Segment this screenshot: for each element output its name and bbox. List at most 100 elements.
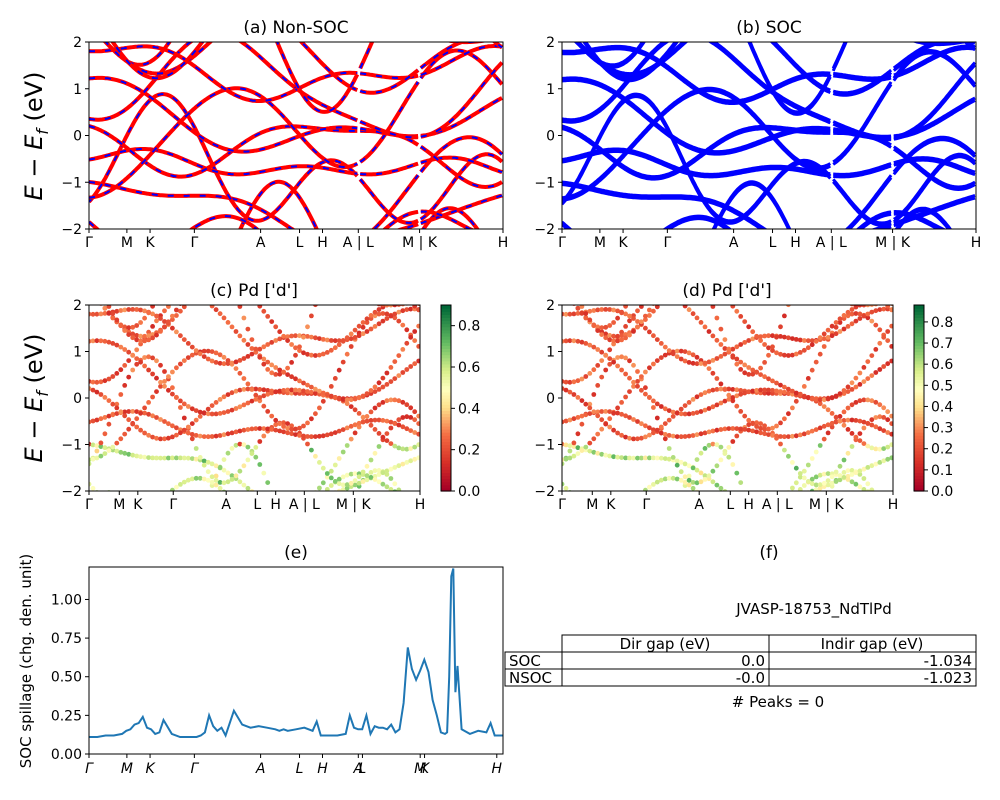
projection-dot bbox=[793, 480, 799, 486]
projection-dot bbox=[730, 354, 736, 360]
band-line bbox=[89, 42, 358, 122]
projection-dot bbox=[118, 409, 124, 415]
colorbar-segment bbox=[441, 475, 451, 480]
projection-dot bbox=[189, 344, 195, 350]
projection-dot bbox=[356, 480, 362, 486]
colorbar-segment bbox=[914, 329, 924, 334]
x-tick-label: A | L bbox=[816, 235, 847, 251]
projection-dot bbox=[193, 408, 199, 413]
projection-dot bbox=[698, 450, 704, 456]
colorbar-tick-label: 0.8 bbox=[458, 319, 480, 335]
projection-dot bbox=[686, 473, 692, 479]
projection-dot bbox=[221, 361, 227, 367]
projection-dot bbox=[118, 308, 124, 313]
table-row-soc-indir: -1.034 bbox=[924, 652, 972, 670]
projection-dot bbox=[380, 375, 386, 381]
spillage-ylabel: SOC spillage (chg. den. unit) bbox=[17, 554, 35, 769]
colorbar-segment bbox=[441, 388, 451, 393]
projection-dot bbox=[150, 324, 156, 329]
colorbar-segment bbox=[441, 376, 451, 380]
projection-dot bbox=[647, 329, 652, 335]
projection-dot bbox=[245, 326, 251, 332]
projection-dot bbox=[706, 388, 712, 394]
projection-dot bbox=[647, 432, 652, 438]
x-tick-label: A | L bbox=[762, 497, 793, 513]
projection-dot bbox=[376, 444, 382, 449]
colorbar-segment bbox=[914, 367, 924, 371]
material-id: JVASP-18753_NdTlPd bbox=[735, 600, 892, 619]
projection-dot bbox=[805, 479, 811, 484]
projection-dot bbox=[742, 390, 748, 396]
projection-dot bbox=[825, 430, 831, 436]
band-line bbox=[89, 87, 358, 199]
projection-dot bbox=[639, 305, 644, 309]
projection-dot bbox=[690, 433, 696, 438]
projection-dot bbox=[603, 335, 609, 341]
projection-dot bbox=[591, 308, 597, 313]
colorbar-segment bbox=[441, 404, 451, 408]
projection-dot bbox=[320, 398, 326, 404]
projection-dot bbox=[193, 433, 199, 438]
projection-dot bbox=[134, 356, 140, 361]
projection-dot bbox=[324, 337, 330, 343]
projection-dot bbox=[718, 326, 724, 332]
projection-dot bbox=[273, 365, 279, 370]
projection-dot bbox=[269, 413, 275, 419]
projection-dot bbox=[384, 472, 390, 477]
projection-dot bbox=[706, 429, 712, 435]
projection-dot bbox=[793, 398, 799, 404]
projection-dot bbox=[654, 427, 660, 433]
projection-dot bbox=[241, 427, 247, 433]
colorbar-segment bbox=[914, 314, 924, 318]
projection-dot bbox=[793, 351, 799, 357]
projection-dot bbox=[213, 477, 219, 483]
band-line-soc-split bbox=[892, 147, 976, 192]
projection-dot bbox=[718, 485, 724, 491]
projection-dot bbox=[269, 370, 275, 376]
projection-dot bbox=[118, 436, 124, 442]
projection-dot bbox=[416, 323, 420, 329]
projection-dot bbox=[825, 482, 831, 488]
projection-dot bbox=[193, 348, 199, 353]
projection-dot bbox=[563, 442, 569, 448]
projection-dot bbox=[352, 422, 358, 428]
projection-dot bbox=[690, 397, 696, 402]
projection-dot bbox=[829, 424, 835, 430]
band-line bbox=[420, 153, 503, 221]
projection-dot bbox=[170, 434, 175, 440]
colorbar-segment bbox=[914, 336, 924, 340]
x-tick-label: Γ bbox=[169, 497, 177, 513]
projection-dot bbox=[730, 398, 736, 404]
projection-dot bbox=[166, 455, 171, 461]
projection-dot bbox=[682, 349, 688, 354]
projection-dot bbox=[857, 468, 863, 474]
projection-dot bbox=[273, 372, 279, 377]
projection-dot bbox=[404, 426, 410, 432]
projection-dot bbox=[245, 444, 251, 450]
projection-dot bbox=[778, 389, 783, 394]
projection-dot bbox=[384, 468, 390, 474]
y-tick-label: 2 bbox=[73, 298, 82, 314]
projection-dot bbox=[368, 388, 374, 393]
projection-dot bbox=[221, 410, 227, 415]
projection-dot bbox=[261, 426, 267, 431]
colorbar-segment bbox=[441, 379, 451, 384]
projection-dot bbox=[201, 476, 207, 482]
projection-dot bbox=[376, 321, 382, 327]
projection-dot bbox=[245, 457, 251, 463]
projection-dot bbox=[360, 324, 366, 330]
projection-dot bbox=[336, 367, 342, 373]
projection-dot bbox=[619, 337, 624, 343]
projection-dot bbox=[130, 353, 136, 358]
projection-dot bbox=[793, 433, 799, 439]
projection-dot bbox=[686, 307, 692, 313]
projection-dot bbox=[817, 472, 823, 478]
projection-dot bbox=[253, 392, 259, 398]
projection-dot bbox=[94, 379, 100, 385]
projection-dot bbox=[110, 444, 116, 450]
projection-dot bbox=[150, 394, 156, 400]
projection-dot bbox=[297, 333, 302, 339]
projection-dot bbox=[213, 433, 219, 439]
